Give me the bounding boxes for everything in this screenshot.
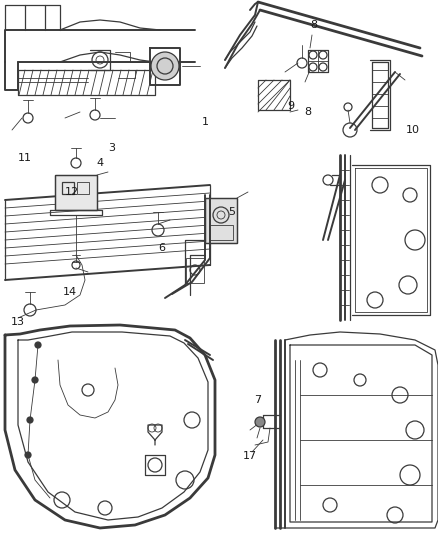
Bar [209,225,233,240]
Circle shape [255,417,265,427]
Text: 1: 1 [201,117,208,127]
Circle shape [27,417,33,423]
Circle shape [151,52,179,80]
Text: 14: 14 [63,287,77,297]
Text: 8: 8 [311,20,318,30]
Text: 5: 5 [229,207,236,217]
Circle shape [35,342,41,348]
Bar [55,175,97,210]
Text: 9: 9 [287,101,295,111]
Text: 10: 10 [406,125,420,135]
Bar [205,198,237,243]
Text: 7: 7 [254,395,261,405]
Text: 12: 12 [65,187,79,197]
Bar [186,258,204,283]
Bar [55,175,97,210]
Text: 17: 17 [243,451,257,461]
Circle shape [32,377,38,383]
Text: 3: 3 [109,143,116,153]
Text: 6: 6 [159,243,166,253]
Text: 13: 13 [11,317,25,327]
Bar [62,182,74,194]
Circle shape [25,452,31,458]
Text: 4: 4 [96,158,103,168]
Bar [77,182,89,194]
Bar [205,198,237,243]
Text: 11: 11 [18,153,32,163]
Text: 8: 8 [304,107,311,117]
